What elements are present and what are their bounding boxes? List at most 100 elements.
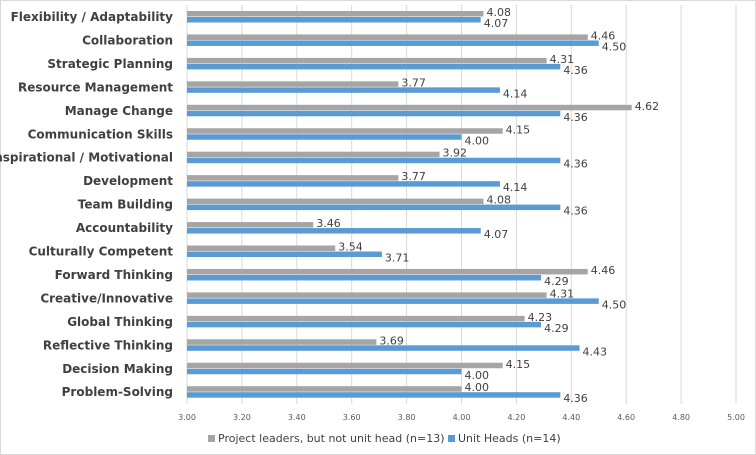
- data-label: 4.15: [506, 123, 531, 136]
- bar-unit-heads: [187, 63, 561, 70]
- data-label: 4.36: [563, 158, 588, 171]
- bar-project-leaders: [187, 175, 399, 181]
- bar-unit-heads: [187, 274, 542, 281]
- data-label: 3.71: [385, 252, 410, 265]
- data-label: 3.77: [401, 76, 426, 89]
- data-label: 4.31: [550, 53, 575, 66]
- category-label: Inspirational / Motivational: [0, 151, 173, 165]
- bar-project-leaders: [187, 34, 588, 40]
- bar-project-leaders: [187, 292, 547, 298]
- data-label: 4.23: [528, 311, 553, 324]
- category-label: Team Building: [78, 198, 173, 212]
- data-label: 4.07: [484, 17, 509, 30]
- x-tick-label: 4.60: [617, 413, 635, 422]
- bar-unit-heads: [187, 87, 500, 93]
- x-tick-label: 4.40: [562, 413, 580, 422]
- bar-unit-heads: [187, 204, 561, 211]
- bar-project-leaders: [187, 57, 547, 64]
- data-label: 4.14: [503, 87, 528, 100]
- bar-unit-heads: [187, 110, 561, 117]
- bar-project-leaders: [187, 339, 377, 345]
- bar-unit-heads: [187, 345, 580, 351]
- bar-project-leaders: [187, 222, 314, 228]
- bar-unit-heads: [187, 368, 462, 375]
- data-label: 4.31: [550, 287, 575, 300]
- bar-project-leaders: [187, 128, 503, 134]
- bar-project-leaders: [187, 245, 336, 251]
- bar-unit-heads: [187, 251, 382, 257]
- category-label: Strategic Planning: [47, 57, 173, 71]
- data-label: 4.46: [591, 29, 616, 42]
- category-label: Manage Change: [65, 104, 173, 118]
- bar-project-leaders: [187, 81, 399, 87]
- category-label: Decision Making: [62, 362, 173, 376]
- data-label: 4.36: [563, 205, 588, 218]
- bar-project-leaders: [187, 315, 525, 322]
- bar-project-leaders: [187, 151, 440, 158]
- legend-label: Project leaders, but not unit head (n=13…: [218, 432, 445, 445]
- bar-unit-heads: [187, 392, 561, 398]
- category-label: Accountability: [76, 221, 173, 235]
- data-label: 4.08: [486, 6, 511, 19]
- x-tick-label: 3.80: [398, 413, 416, 422]
- data-label: 4.15: [506, 358, 531, 371]
- data-label: 3.54: [338, 241, 363, 254]
- data-label: 4.00: [465, 381, 490, 394]
- data-label: 4.50: [602, 40, 627, 53]
- category-label: Reflective Thinking: [43, 338, 173, 352]
- bar-project-leaders: [187, 386, 462, 392]
- data-label: 4.50: [602, 298, 627, 311]
- legend-swatch: [208, 435, 215, 442]
- bar-unit-heads: [187, 228, 481, 234]
- category-label: Problem-Solving: [62, 385, 173, 399]
- category-label: Global Thinking: [67, 315, 173, 329]
- bar-project-leaders: [187, 362, 503, 369]
- data-label: 3.77: [401, 170, 426, 183]
- data-label: 4.00: [465, 369, 490, 382]
- category-label: Collaboration: [82, 33, 173, 47]
- bar-project-leaders: [187, 268, 588, 275]
- data-label: 3.46: [316, 217, 341, 230]
- category-label: Culturally Competent: [29, 245, 174, 259]
- data-label: 4.08: [486, 194, 511, 207]
- x-tick-label: 5.00: [727, 413, 745, 422]
- bar-unit-heads: [187, 157, 561, 164]
- category-label: Flexibility / Adaptability: [11, 10, 174, 24]
- data-label: 4.36: [563, 64, 588, 77]
- bar-project-leaders: [187, 104, 632, 111]
- data-label: 4.14: [503, 181, 528, 194]
- data-label: 3.69: [379, 334, 404, 347]
- bar-unit-heads: [187, 181, 500, 187]
- legend-swatch: [448, 435, 455, 442]
- x-tick-label: 3.40: [288, 413, 306, 422]
- data-label: 4.36: [563, 392, 588, 405]
- bar-project-leaders: [187, 198, 484, 205]
- data-label: 4.07: [484, 228, 509, 241]
- x-tick-label: 3.60: [343, 413, 361, 422]
- data-label: 3.92: [443, 147, 468, 160]
- data-label: 4.46: [591, 264, 616, 277]
- data-label: 4.36: [563, 111, 588, 124]
- bar-unit-heads: [187, 321, 542, 328]
- bar-unit-heads: [187, 298, 599, 304]
- category-label: Communication Skills: [28, 127, 173, 141]
- x-tick-label: 3.20: [233, 413, 251, 422]
- category-label: Forward Thinking: [55, 268, 173, 282]
- bar-unit-heads: [187, 40, 599, 46]
- bar-unit-heads: [187, 134, 462, 140]
- x-tick-label: 3.00: [178, 413, 196, 422]
- category-label: Creative/Innovative: [40, 291, 173, 305]
- data-label: 4.29: [544, 322, 569, 335]
- x-tick-label: 4.80: [672, 413, 690, 422]
- bar-project-leaders: [187, 11, 484, 17]
- category-label: Resource Management: [18, 80, 173, 94]
- data-label: 4.00: [465, 134, 490, 147]
- category-label: Development: [83, 174, 173, 188]
- data-label: 4.29: [544, 275, 569, 288]
- legend-label: Unit Heads (n=14): [458, 432, 561, 445]
- bar-unit-heads: [187, 17, 481, 23]
- x-tick-label: 4.20: [507, 413, 525, 422]
- data-label: 4.43: [583, 345, 608, 358]
- x-tick-label: 4.00: [453, 413, 471, 422]
